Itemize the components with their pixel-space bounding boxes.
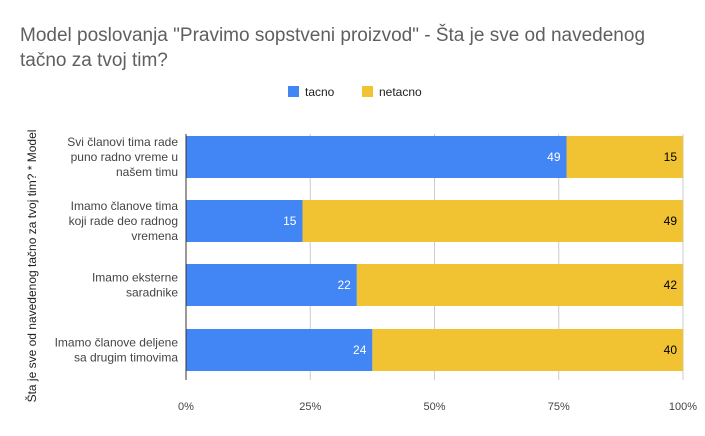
data-label: 15: [283, 214, 297, 228]
x-tick-label: 75%: [548, 401, 570, 413]
x-tick-label: 100%: [669, 401, 697, 413]
category-label: Imamo eksterne: [92, 271, 178, 285]
x-tick-label: 0%: [178, 401, 194, 413]
legend-label: netacno: [379, 85, 422, 99]
category-label: puno radno vreme u: [71, 150, 178, 164]
bar-netacno: [356, 264, 683, 306]
category-label: saradnike: [126, 286, 178, 300]
bar-tacno: [186, 329, 373, 371]
category-label: vremena: [131, 229, 178, 243]
legend-swatch-tacno: [288, 86, 299, 97]
y-axis-title: Šta je sve od navedenog tačno za tvoj ti…: [24, 130, 39, 403]
x-tick-label: 50%: [423, 401, 445, 413]
data-label: 42: [664, 278, 678, 292]
category-label: sa drugim timovima: [74, 351, 178, 365]
chart-title-line: tačno za tvoj tim?: [20, 50, 168, 71]
bar-netacno: [372, 329, 683, 371]
category-label: Svi članovi tima rade: [67, 135, 178, 149]
data-label: 24: [353, 343, 367, 357]
category-label: našem timu: [116, 165, 178, 179]
data-label: 40: [664, 343, 678, 357]
category-label: Imamo članove tima: [71, 199, 179, 213]
x-tick-label: 25%: [299, 401, 321, 413]
data-label: 22: [337, 278, 351, 292]
bar-netacno: [302, 200, 683, 242]
bar-tacno: [186, 136, 567, 178]
data-label: 49: [547, 150, 561, 164]
data-label: 49: [664, 214, 678, 228]
data-label: 15: [664, 150, 678, 164]
bar-netacno: [566, 136, 683, 178]
legend-swatch-netacno: [362, 86, 373, 97]
legend-label: tacno: [305, 85, 335, 99]
bar-tacno: [186, 264, 357, 306]
category-label: Imamo članove deljene: [55, 336, 179, 350]
category-label: koji rade deo radnog: [69, 214, 178, 228]
chart-title-line: Model poslovanja "Pravimo sopstveni proi…: [20, 24, 645, 46]
bar-tacno: [186, 200, 303, 242]
